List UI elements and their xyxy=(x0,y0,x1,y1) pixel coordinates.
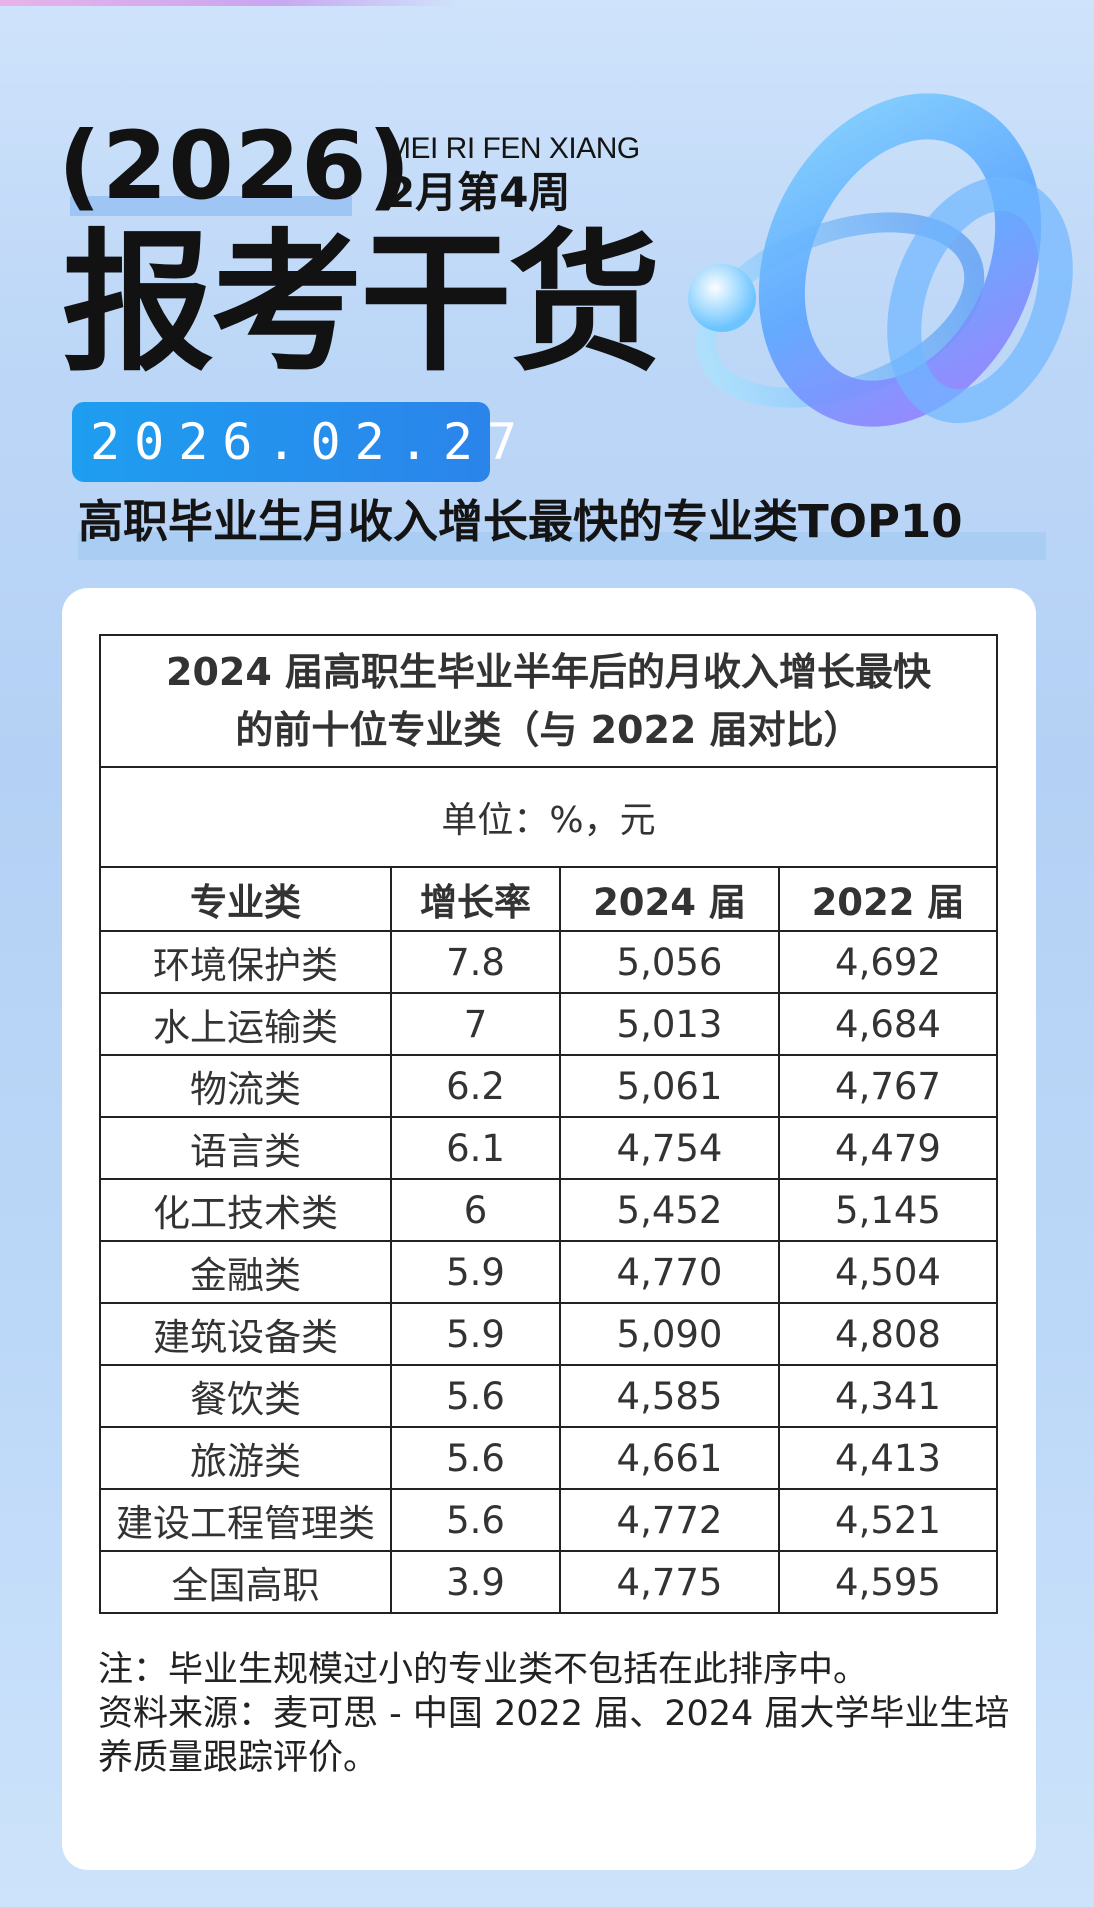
table-title: 2024 届高职生毕业半年后的月收入增长最快 的前十位专业类（与 2022 届对… xyxy=(99,634,998,768)
cell-growth-rate: 5.9 xyxy=(390,1240,561,1304)
note-text: 注：毕业生规模过小的专业类不包括在此排序中。 xyxy=(98,1650,869,1690)
year-highlight xyxy=(70,196,352,216)
cell-income-2024: 4,772 xyxy=(559,1488,780,1552)
cell-major: 化工技术类 xyxy=(99,1178,392,1242)
cell-major: 物流类 xyxy=(99,1054,392,1118)
headline-highlight xyxy=(78,532,1046,560)
cell-income-2022: 4,341 xyxy=(778,1364,998,1428)
cell-income-2024: 4,754 xyxy=(559,1116,780,1180)
table-row: 金融类 5.9 4,770 4,504 xyxy=(99,1240,998,1304)
cell-growth-rate: 6.2 xyxy=(390,1054,561,1118)
table-row: 建筑设备类 5.9 5,090 4,808 xyxy=(99,1302,998,1366)
cell-income-2022: 4,413 xyxy=(778,1426,998,1490)
headline: 高职毕业生月收入增长最快的专业类TOP10 xyxy=(78,495,963,548)
cell-income-2024: 5,090 xyxy=(559,1302,780,1366)
cell-major: 语言类 xyxy=(99,1116,392,1180)
cell-income-2024: 5,013 xyxy=(559,992,780,1056)
cell-major: 水上运输类 xyxy=(99,992,392,1056)
cell-income-2022: 5,145 xyxy=(778,1178,998,1242)
table-row: 水上运输类 7 5,013 4,684 xyxy=(99,992,998,1056)
table-row: 化工技术类 6 5,452 5,145 xyxy=(99,1178,998,1242)
cell-income-2022: 4,767 xyxy=(778,1054,998,1118)
cell-income-2022: 4,521 xyxy=(778,1488,998,1552)
cell-growth-rate: 7.8 xyxy=(390,930,561,994)
table-row: 全国高职 3.9 4,775 4,595 xyxy=(99,1550,998,1614)
table-unit: 单位：%，元 xyxy=(99,766,998,868)
cell-income-2022: 4,595 xyxy=(778,1550,998,1614)
cell-income-2022: 4,692 xyxy=(778,930,998,994)
table-row: 语言类 6.1 4,754 4,479 xyxy=(99,1116,998,1180)
table-row: 旅游类 5.6 4,661 4,413 xyxy=(99,1426,998,1490)
cell-income-2024: 5,061 xyxy=(559,1054,780,1118)
cell-income-2024: 4,585 xyxy=(559,1364,780,1428)
week-label: 2月第4周 xyxy=(386,168,571,217)
column-header-growth: 增长率 xyxy=(390,866,561,932)
cell-income-2024: 5,452 xyxy=(559,1178,780,1242)
main-title: 报考干货 xyxy=(62,215,661,392)
cell-growth-rate: 3.9 xyxy=(390,1550,561,1614)
date-badge: 2026.02.27 xyxy=(72,402,517,482)
source-text: 资料来源：麦可思 - 中国 2022 届、2024 届大学毕业生培养质量跟踪评价… xyxy=(98,1694,1010,1778)
cell-income-2024: 4,775 xyxy=(559,1550,780,1614)
table-body: 环境保护类 7.8 5,056 4,692 水上运输类 7 5,013 4,684 物流类 6.2… xyxy=(99,930,998,1614)
cell-growth-rate: 6.1 xyxy=(390,1116,561,1180)
table-title-line1: 2024 届高职生毕业半年后的月收入增长最快 xyxy=(166,650,931,694)
cell-income-2022: 4,479 xyxy=(778,1116,998,1180)
cell-major: 全国高职 xyxy=(99,1550,392,1614)
table-title-line2: 的前十位专业类（与 2022 届对比） xyxy=(235,708,862,752)
cell-growth-rate: 6 xyxy=(390,1178,561,1242)
table-row: 物流类 6.2 5,061 4,767 xyxy=(99,1054,998,1118)
notes-section: 注：毕业生规模过小的专业类不包括在此排序中。 资料来源：麦可思 - 中国 202… xyxy=(98,1648,1018,1780)
cell-major: 建筑设备类 xyxy=(99,1302,392,1366)
top-decor-strip xyxy=(0,0,460,6)
cell-major: 餐饮类 xyxy=(99,1364,392,1428)
cell-income-2022: 4,808 xyxy=(778,1302,998,1366)
income-growth-table: 2024 届高职生毕业半年后的月收入增长最快 的前十位专业类（与 2022 届对… xyxy=(99,634,998,1614)
table-header-row: 专业类 增长率 2024 届 2022 届 xyxy=(99,866,998,932)
cell-major: 旅游类 xyxy=(99,1426,392,1490)
decorative-ring-graphic xyxy=(688,93,1073,427)
table-row: 建设工程管理类 5.6 4,772 4,521 xyxy=(99,1488,998,1552)
cell-major: 金融类 xyxy=(99,1240,392,1304)
column-header-major: 专业类 xyxy=(99,866,392,932)
cell-income-2022: 4,684 xyxy=(778,992,998,1056)
cell-growth-rate: 5.6 xyxy=(390,1364,561,1428)
cell-income-2024: 4,661 xyxy=(559,1426,780,1490)
column-header-2024: 2024 届 xyxy=(559,866,780,932)
cell-growth-rate: 5.9 xyxy=(390,1302,561,1366)
series-english-label: MEI RI FEN XIANG xyxy=(386,132,640,165)
cell-major: 建设工程管理类 xyxy=(99,1488,392,1552)
cell-major: 环境保护类 xyxy=(99,930,392,994)
column-header-2022: 2022 届 xyxy=(778,866,998,932)
cell-income-2022: 4,504 xyxy=(778,1240,998,1304)
table-row: 环境保护类 7.8 5,056 4,692 xyxy=(99,930,998,994)
cell-growth-rate: 7 xyxy=(390,992,561,1056)
cell-growth-rate: 5.6 xyxy=(390,1426,561,1490)
cell-income-2024: 5,056 xyxy=(559,930,780,994)
cell-growth-rate: 5.6 xyxy=(390,1488,561,1552)
cell-income-2024: 4,770 xyxy=(559,1240,780,1304)
year-label: (2026) xyxy=(58,112,412,221)
table-row: 餐饮类 5.6 4,585 4,341 xyxy=(99,1364,998,1428)
